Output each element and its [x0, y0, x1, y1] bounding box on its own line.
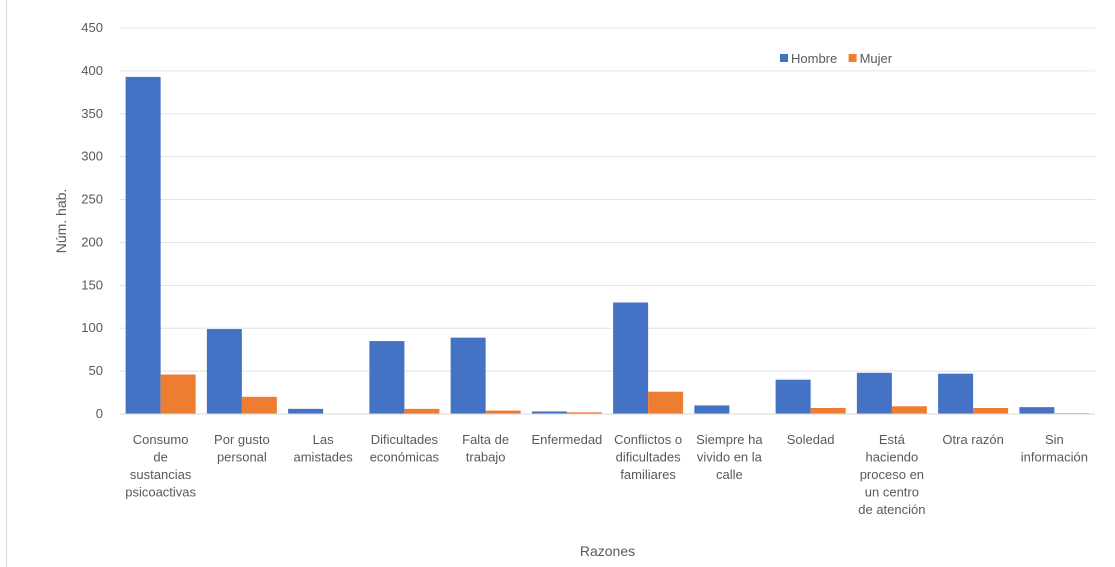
x-category-label: Las amistades	[294, 432, 354, 465]
x-category-label: Por gusto personal	[214, 432, 270, 465]
x-axis-categories: Consumo de sustancias psicoactivas Por gusto…	[125, 432, 1088, 517]
bar-mujer	[648, 391, 684, 414]
x-category-label: Está haciendo proceso en un centro de atenci…	[858, 432, 925, 517]
left-border-line	[6, 0, 7, 567]
bar-hombre	[369, 341, 405, 414]
x-category-label: Sin información	[1021, 432, 1088, 465]
y-tick-label: 0	[96, 406, 103, 421]
bar-mujer	[241, 396, 277, 414]
x-category-label: Enfermedad	[531, 432, 602, 447]
legend-label: Mujer	[860, 51, 893, 66]
bar-mujer	[810, 407, 846, 414]
bar-hombre	[288, 408, 324, 414]
bar-mujer	[485, 410, 521, 414]
gridlines	[120, 27, 1095, 372]
bar-hombre	[694, 405, 730, 414]
bar-hombre	[1019, 407, 1055, 414]
bar-hombre	[613, 302, 649, 414]
bar-mujer	[973, 407, 1009, 414]
bar-hombre	[856, 372, 892, 414]
y-tick-label: 350	[81, 106, 103, 121]
y-tick-label: 300	[81, 149, 103, 164]
bars	[125, 76, 1090, 414]
bar-hombre	[775, 379, 811, 414]
y-tick-label: 150	[81, 277, 103, 292]
x-category-label: Consumo de sustancias psicoactivas	[125, 432, 196, 500]
x-category-label: Falta de trabajo	[462, 432, 509, 465]
x-category-label: Soledad	[787, 432, 835, 447]
y-tick-label: 400	[81, 63, 103, 78]
legend: Hombre Mujer	[780, 51, 893, 66]
x-axis-title: Razones	[580, 543, 635, 559]
y-tick-label: 100	[81, 320, 103, 335]
x-category-label: Conflictos o dificultades familiares	[614, 432, 682, 482]
bar-hombre	[125, 76, 161, 414]
y-axis-title: Núm. hab.	[53, 189, 69, 254]
bar-hombre	[450, 337, 486, 414]
x-category-label: Siempre ha vivido en la calle	[696, 432, 763, 482]
y-tick-label: 200	[81, 234, 103, 249]
x-category-label: Otra razón	[942, 432, 1003, 447]
bar-hombre	[206, 329, 242, 414]
legend-label: Hombre	[791, 51, 837, 66]
bar-hombre	[938, 373, 974, 414]
bar-mujer	[160, 374, 196, 414]
bar-mujer	[891, 406, 927, 414]
bar-mujer	[566, 412, 602, 414]
bar-hombre	[531, 411, 567, 414]
legend-swatch	[780, 54, 788, 62]
y-tick-label: 50	[89, 363, 103, 378]
x-category-label: Dificultades económicas	[370, 432, 440, 465]
y-tick-label: 450	[81, 20, 103, 35]
y-axis-ticks: 0 50 100 150 200 250 300 350 400 450	[81, 20, 103, 421]
y-tick-label: 250	[81, 192, 103, 207]
legend-swatch	[848, 54, 857, 62]
bar-mujer	[404, 408, 440, 414]
